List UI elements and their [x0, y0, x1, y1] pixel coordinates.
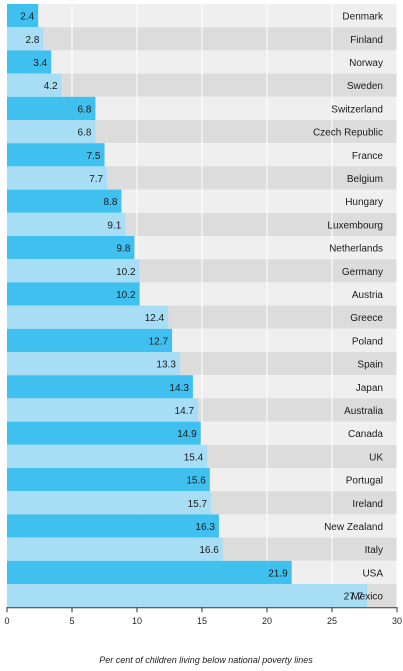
bars: [7, 4, 368, 608]
country-label: Mexico: [351, 592, 383, 603]
country-label: Greece: [350, 313, 383, 324]
bar: [7, 96, 96, 120]
bar-value-label: 2.4: [20, 12, 34, 23]
bar-value-label: 4.2: [44, 81, 58, 92]
bar-value-label: 7.5: [87, 151, 101, 162]
bar: [7, 212, 126, 236]
bar-value-label: 10.2: [116, 290, 136, 301]
bar: [7, 259, 140, 283]
bar-value-label: 9.8: [116, 244, 130, 255]
bar-value-label: 2.8: [25, 35, 39, 46]
x-tick-label: 20: [262, 616, 272, 626]
bar: [7, 421, 201, 445]
country-label: Spain: [357, 360, 383, 371]
bar-value-label: 14.7: [175, 406, 195, 417]
bar-value-label: 21.9: [268, 568, 288, 579]
bar: [7, 537, 223, 561]
bar: [7, 189, 122, 213]
country-label: Norway: [349, 58, 383, 69]
bar: [7, 444, 208, 468]
x-tick-label: 15: [197, 616, 207, 626]
bar: [7, 166, 108, 190]
country-label: Poland: [352, 336, 383, 347]
bar: [7, 143, 105, 167]
x-tick-label: 5: [69, 616, 74, 626]
country-label: UK: [369, 452, 383, 463]
bar: [7, 120, 96, 144]
bar-value-label: 14.9: [177, 429, 197, 440]
bar-value-label: 6.8: [77, 104, 91, 115]
bar: [7, 27, 44, 51]
bar: [7, 282, 140, 306]
bar: [7, 305, 169, 329]
x-axis-title: Per cent of children living below nation…: [99, 655, 313, 665]
bar: [7, 352, 180, 376]
bar-value-label: 15.6: [186, 476, 206, 487]
bar-value-label: 7.7: [89, 174, 103, 185]
country-label: Japan: [356, 383, 383, 394]
bar-value-label: 27.7: [344, 592, 364, 603]
country-label: New Zealand: [324, 522, 383, 533]
country-label: Netherlands: [329, 244, 383, 255]
country-label: Germany: [342, 267, 383, 278]
x-tick-label: 0: [4, 616, 9, 626]
country-label: Australia: [344, 406, 383, 417]
bar: [7, 491, 212, 515]
country-label: Austria: [352, 290, 384, 301]
bar-value-label: 16.6: [199, 545, 219, 556]
x-tick-label: 30: [392, 616, 402, 626]
country-label: Luxembourg: [327, 220, 383, 231]
bar-value-labels: 2.4 2.8 3.4 4.2 6.8 6.8 7.5 7.7 8.8 9.1 9.8 10.2 10.…: [20, 12, 363, 603]
country-label: Switzerland: [331, 104, 383, 115]
bar: [7, 236, 135, 260]
bar-value-label: 16.3: [195, 522, 215, 533]
country-label: France: [352, 151, 384, 162]
bar: [7, 584, 368, 608]
bar-value-label: 12.7: [149, 336, 169, 347]
bar-value-label: 15.7: [188, 499, 208, 510]
country-label: Portugal: [346, 476, 383, 487]
country-label: Canada: [348, 429, 383, 440]
bar-value-label: 8.8: [103, 197, 117, 208]
bar: [7, 514, 219, 538]
bar: [7, 4, 39, 28]
country-label: Finland: [350, 35, 383, 46]
x-axis: 0 5 10 15 20 25 30: [4, 607, 402, 626]
country-label: Hungary: [345, 197, 383, 208]
country-label: Belgium: [347, 174, 383, 185]
x-tick-label: 10: [132, 616, 142, 626]
bar-value-label: 12.4: [145, 313, 165, 324]
bar: [7, 560, 292, 584]
bar: [7, 50, 52, 74]
bar-value-label: 6.8: [77, 128, 91, 139]
bar-value-label: 13.3: [156, 360, 176, 371]
bar: [7, 468, 210, 492]
bar: [7, 73, 62, 97]
country-label: Sweden: [347, 81, 383, 92]
country-label: Italy: [365, 545, 383, 556]
x-tick-label: 25: [327, 616, 337, 626]
country-label: USA: [362, 568, 383, 579]
bar-value-label: 9.1: [107, 220, 121, 231]
bar-value-label: 15.4: [184, 452, 204, 463]
country-label: Denmark: [342, 12, 384, 23]
country-label: Ireland: [352, 499, 383, 510]
bar: [7, 398, 199, 422]
country-labels: Denmark Finland Norway Sweden Switzerland Cze…: [313, 12, 384, 603]
country-label: Czech Republic: [313, 128, 383, 139]
bar: [7, 375, 193, 399]
bar: [7, 328, 173, 352]
bar-value-label: 14.3: [169, 383, 189, 394]
bar-value-label: 3.4: [33, 58, 47, 69]
bar-value-label: 10.2: [116, 267, 136, 278]
